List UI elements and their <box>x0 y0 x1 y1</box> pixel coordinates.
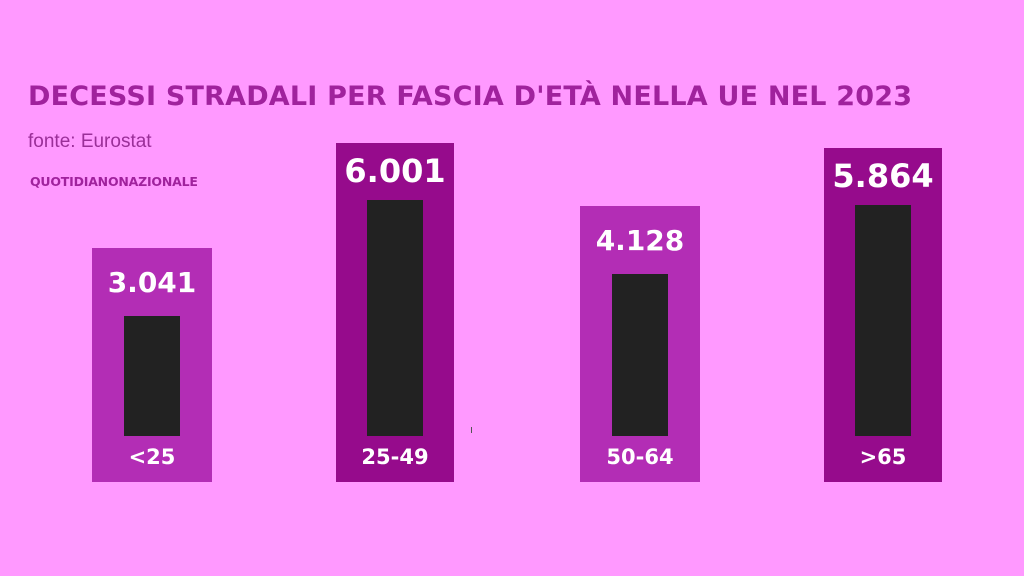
bar-value-label-1: 3.041 <box>107 266 197 300</box>
source-note: fonte: Eurostat <box>28 131 152 152</box>
bar-value-label-2: 6.001 <box>344 152 446 190</box>
bar-category-label-4: >65 <box>859 444 907 469</box>
bar-4 <box>855 205 911 436</box>
bar-category-label-1: <25 <box>128 444 176 469</box>
axis-tick-mark <box>471 427 472 433</box>
bar-category-label-3: 50-64 <box>606 444 674 469</box>
bar-1 <box>124 316 180 436</box>
brand-logo-text: QUOTIDIANONAZIONALE <box>30 174 198 189</box>
bar-box-4: 5.864 >65 <box>824 148 942 482</box>
bar-box-2: 6.001 25-49 <box>336 143 454 482</box>
bar-value-label-4: 5.864 <box>832 157 934 196</box>
bar-value-label-3: 4.128 <box>595 223 685 257</box>
bar-category-label-2: 25-49 <box>361 445 429 469</box>
chart-title: DECESSI STRADALI PER FASCIA D'ETÀ NELLA … <box>28 81 913 112</box>
bar-box-1: 3.041 <25 <box>92 248 212 482</box>
bar-2 <box>367 200 423 436</box>
bar-3 <box>612 273 668 436</box>
bar-box-3: 4.128 50-64 <box>580 205 700 482</box>
